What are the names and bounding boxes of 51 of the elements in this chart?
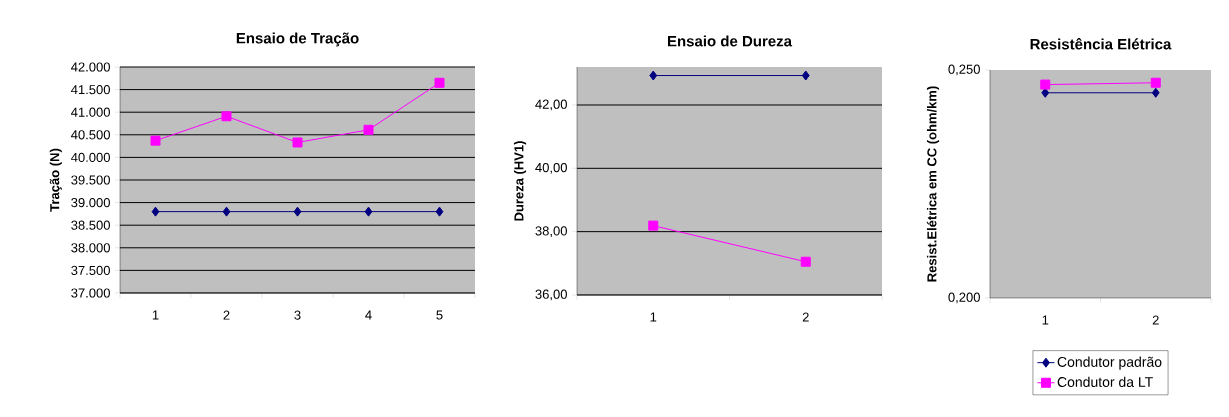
y-tick-label: 40.000 [71, 152, 110, 162]
y-tick-label: 37.000 [71, 288, 110, 298]
y-axis-title: Resist.Elétrica em CC (ohm/km) [926, 86, 940, 282]
point [648, 220, 659, 231]
x-tick-label: 3 [294, 310, 301, 320]
x-tick-label: 4 [365, 310, 372, 320]
y-tick-label: 37.500 [71, 265, 110, 275]
point [1040, 79, 1051, 90]
point [800, 256, 811, 267]
y-tick-label: 0,250 [948, 64, 980, 76]
y-tick-label: 42.000 [71, 62, 110, 72]
x-tick-label: 2 [1152, 315, 1159, 325]
point [435, 206, 444, 217]
y-tick-label: 38.500 [71, 220, 110, 230]
y-tick-label: 41.000 [71, 107, 110, 117]
point [801, 70, 810, 81]
y-axis-title: Tração (N) [49, 148, 62, 212]
point [434, 77, 445, 88]
x-tick-label: 5 [436, 310, 443, 320]
y-tick-label: 42,00 [535, 99, 567, 111]
x-tick-label: 1 [1042, 315, 1049, 325]
y-tick-label: 39.000 [71, 197, 110, 208]
point [150, 135, 161, 146]
x-tick-label: 2 [802, 312, 809, 322]
point [221, 111, 232, 122]
legend-label: Condutor padrão [1057, 356, 1162, 370]
chart-title: Ensaio de Dureza [667, 35, 793, 47]
y-tick-label: 40.500 [71, 130, 110, 140]
y-axis-title: Dureza (HV1) [513, 141, 527, 221]
y-tick-label: 0,200 [948, 292, 980, 304]
point [363, 124, 374, 135]
point [151, 206, 160, 217]
point [222, 206, 231, 217]
y-tick-label: 39.500 [71, 175, 110, 185]
x-tick-label: 2 [223, 310, 230, 320]
point [1150, 77, 1161, 88]
chart-title: Ensaio de Tração [236, 32, 359, 47]
y-tick-label: 36,00 [535, 289, 567, 301]
point [649, 70, 658, 81]
y-tick-label: 40,00 [535, 162, 567, 174]
x-tick-label: 1 [152, 310, 159, 320]
point [292, 137, 303, 148]
point [364, 206, 373, 217]
point [293, 206, 302, 217]
point [1151, 87, 1160, 98]
y-tick-label: 41.500 [71, 84, 110, 95]
x-tick-label: 1 [650, 312, 657, 322]
legend-label: Condutor da LT [1057, 376, 1153, 387]
y-tick-label: 38,00 [535, 226, 567, 238]
y-tick-label: 38.000 [71, 243, 110, 253]
chart-title: Resistência Elétrica [1030, 38, 1172, 50]
